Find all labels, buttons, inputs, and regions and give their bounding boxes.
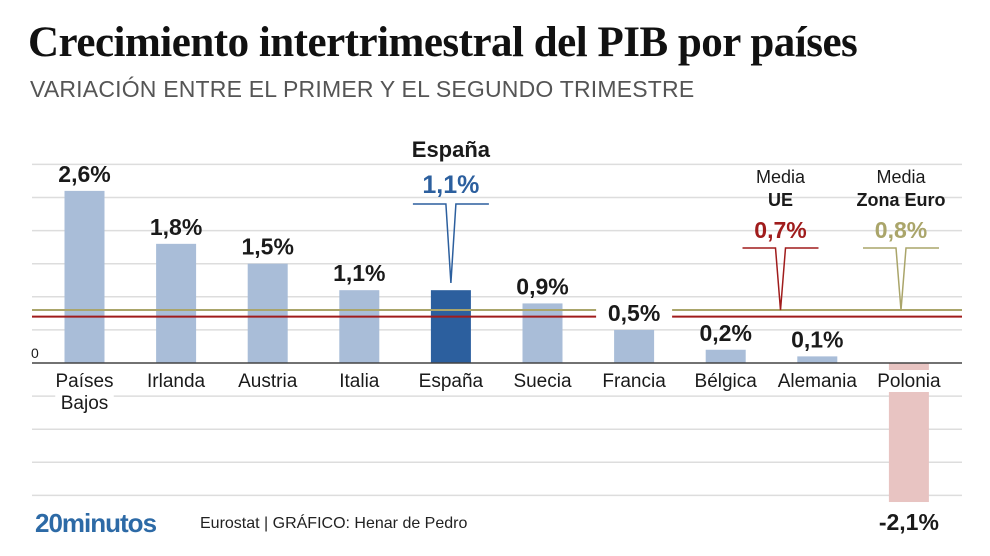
y-tick-label: 0 xyxy=(31,345,39,361)
category-label: Suecia xyxy=(513,371,572,392)
value-label-bg xyxy=(596,298,673,325)
bar xyxy=(705,349,746,363)
callout-bracket xyxy=(412,203,489,284)
callouts: España 1,1% Media UE 0,7% Media Zona Euro 0,8% xyxy=(412,137,946,311)
category-label-bg xyxy=(416,370,486,392)
value-label: 0,9% xyxy=(516,273,568,299)
category-label-bg xyxy=(685,370,766,392)
callout-bracket xyxy=(863,247,939,311)
category-label-bg xyxy=(324,370,394,392)
category-label: Italia xyxy=(339,371,380,392)
category-label-bg xyxy=(55,392,114,414)
brand-logo: 20minutos xyxy=(35,508,157,538)
bar xyxy=(247,263,288,363)
reference-value-label: 0,7% xyxy=(754,217,806,243)
category-label: Países xyxy=(55,371,113,392)
category-label-bg xyxy=(772,370,863,392)
value-label: 0,1% xyxy=(791,326,843,352)
bar xyxy=(797,356,838,363)
category-label-bg xyxy=(869,370,949,392)
reference-label-line2: UE xyxy=(768,190,793,210)
category-label: Bajos xyxy=(61,393,109,414)
category-label-bg xyxy=(508,370,577,392)
reference-label-line2: Zona Euro xyxy=(857,190,946,210)
category-label-bg xyxy=(136,370,216,392)
category-label: Polonia xyxy=(877,371,941,392)
category-label-bg xyxy=(50,370,119,392)
reference-label-line1: Media xyxy=(756,167,806,187)
source-credit: Eurostat | GRÁFICO: Henar de Pedro xyxy=(200,515,468,532)
value-label: 1,5% xyxy=(241,234,293,260)
category-label: Bélgica xyxy=(695,371,758,392)
bar xyxy=(156,243,197,363)
bars xyxy=(32,190,962,503)
callout-bracket xyxy=(742,247,819,311)
category-label-bg xyxy=(227,370,308,392)
category-label: Irlanda xyxy=(147,371,206,392)
category-label: Francia xyxy=(602,371,666,392)
reference-label-line1: Media xyxy=(876,167,926,187)
chart-subtitle: VARIACIÓN ENTRE EL PRIMER Y EL SEGUNDO T… xyxy=(30,76,695,102)
chart-title: Crecimiento intertrimestral del PIB por … xyxy=(28,19,858,66)
value-label: 1,1% xyxy=(333,260,385,286)
value-label: 0,5% xyxy=(608,300,660,326)
reference-lines xyxy=(32,309,962,318)
bar xyxy=(614,329,655,363)
bar xyxy=(522,303,563,363)
reference-value-label: 0,8% xyxy=(875,217,927,243)
value-label: 1,8% xyxy=(150,214,202,240)
value-label: -2,1% xyxy=(879,509,939,535)
category-label-bg xyxy=(594,370,674,392)
category-label: Alemania xyxy=(778,371,858,392)
value-label: 2,6% xyxy=(58,161,110,187)
bar xyxy=(430,290,471,363)
highlight-value-label: 1,1% xyxy=(422,171,479,199)
highlight-country-label: España xyxy=(412,137,491,162)
value-label: 0,2% xyxy=(699,320,751,346)
category-label: España xyxy=(419,371,484,392)
bar xyxy=(64,190,105,363)
category-label: Austria xyxy=(238,371,298,392)
bar xyxy=(339,290,380,363)
